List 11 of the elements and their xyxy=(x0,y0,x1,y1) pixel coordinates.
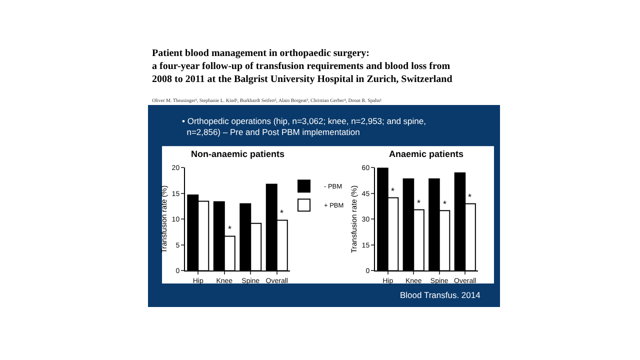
annotation: * xyxy=(280,208,284,218)
chart-title: Non-anaemic patients xyxy=(191,149,285,159)
text: Patient blood management in orthopaedic surgery: a four-year follow-up of transfusion requirements and blood loss from 2008 to 2011 at the Balgrist University Hospital in Zurich, Switzerland xyxy=(152,48,453,85)
annotation: * xyxy=(417,198,421,208)
text: Blood Transfus. 2014 xyxy=(400,290,481,300)
text: • Orthopedic operations (hip, n=3,062; knee, n=2,953; and spine, n=2,856) – Pre and Post PBM implementation xyxy=(182,116,426,138)
annotation: * xyxy=(468,192,472,202)
annotation: * xyxy=(391,186,395,196)
annotation: * xyxy=(443,199,447,209)
chart-title: Anaemic patients xyxy=(389,149,464,159)
annotation: * xyxy=(228,224,232,234)
